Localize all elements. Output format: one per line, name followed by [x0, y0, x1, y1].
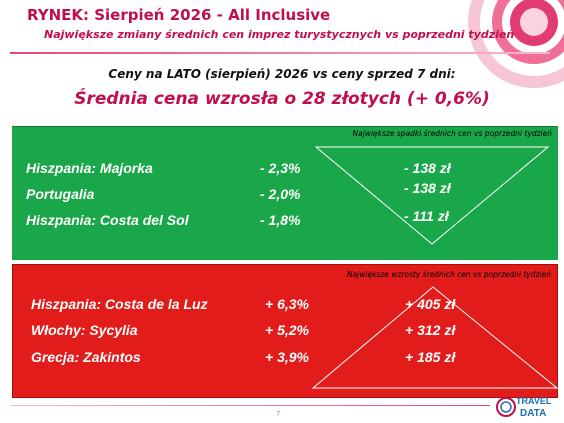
destination-name: Hiszpania: Majorka: [26, 160, 153, 176]
amount-change: - 111 zł: [404, 208, 449, 224]
destination-name: Portugalia: [26, 186, 95, 202]
decrease-row: Hiszpania: Costa del Sol - 1,8% - 111 zł: [12, 208, 558, 234]
increase-row: Włochy: Sycylia + 5,2% + 312 zł: [13, 322, 559, 344]
decreases-panel: Największe spadki średnich cen vs poprze…: [12, 126, 558, 260]
amount-change: + 312 zł: [405, 322, 456, 338]
percent-change: - 2,3%: [260, 160, 301, 176]
slide-subtitle: Największe zmiany średnich cen imprez tu…: [44, 28, 515, 41]
increases-panel: Największe wzrosty średnich cen vs poprz…: [12, 264, 559, 398]
decorative-circles: [468, 0, 564, 88]
percent-change: - 2,0%: [260, 186, 301, 202]
decreases-note: Największe spadki średnich cen vs poprze…: [352, 129, 552, 138]
header-divider: [10, 52, 550, 54]
increases-note: Największe wzrosty średnich cen vs poprz…: [346, 270, 551, 279]
summary-context: Ceny na LATO (sierpień) 2026 vs ceny spr…: [108, 67, 456, 81]
amount-change: + 405 zł: [405, 296, 456, 312]
decrease-row: Portugalia - 2,0% - 138 zł: [12, 180, 558, 208]
svg-text:TRAVEL: TRAVEL: [516, 396, 552, 406]
destination-name: Grecja: Zakintos: [31, 349, 141, 365]
decrease-row: Hiszpania: Majorka - 2,3% - 138 zł: [12, 160, 558, 182]
increase-row: Hiszpania: Costa de la Luz + 6,3% + 405 …: [13, 296, 559, 318]
travel-data-logo: TRAVEL DATA: [496, 396, 552, 419]
page-number: 7: [276, 410, 281, 418]
amount-change: - 138 zł: [404, 180, 451, 196]
amount-change: - 138 zł: [404, 160, 451, 176]
percent-change: - 1,8%: [260, 212, 301, 228]
destination-name: Hiszpania: Costa del Sol: [26, 212, 189, 228]
footer-divider: [10, 405, 490, 406]
destination-name: Włochy: Sycylia: [31, 322, 138, 338]
increase-row: Grecja: Zakintos + 3,9% + 185 zł: [13, 349, 559, 371]
percent-change: + 6,3%: [265, 296, 309, 312]
destination-name: Hiszpania: Costa de la Luz: [31, 296, 208, 312]
slide-title: RYNEK: Sierpień 2026 - All Inclusive: [27, 6, 331, 24]
percent-change: + 5,2%: [265, 322, 309, 338]
svg-text:DATA: DATA: [520, 408, 546, 419]
summary-headline: Średnia cena wzrosła o 28 złotych (+ 0,6…: [74, 89, 490, 109]
amount-change: + 185 zł: [405, 349, 456, 365]
percent-change: + 3,9%: [265, 349, 309, 365]
